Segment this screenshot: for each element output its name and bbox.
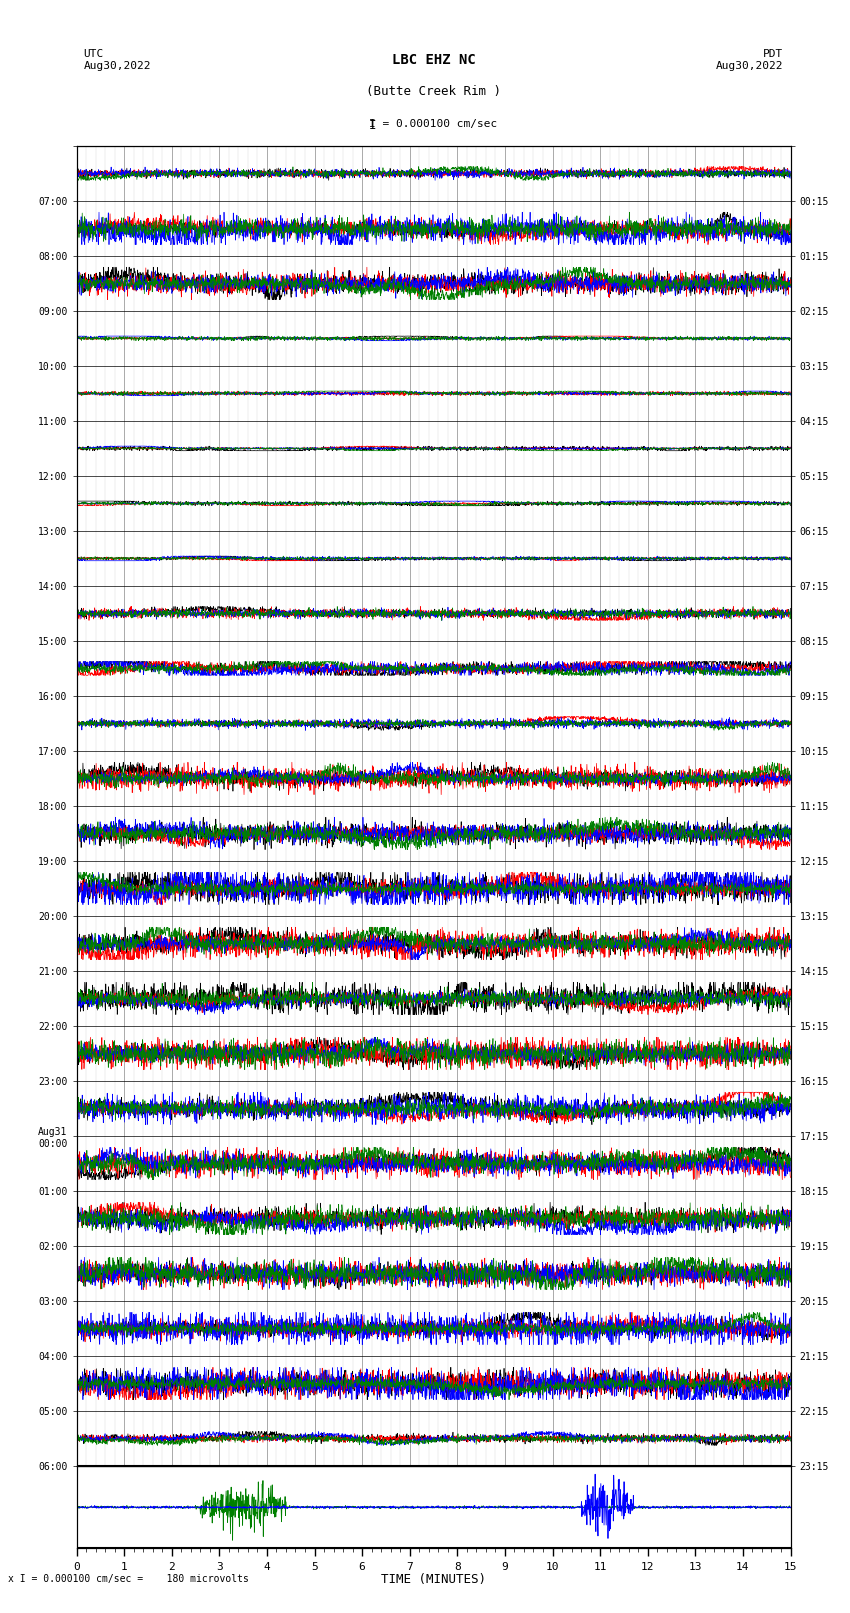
X-axis label: TIME (MINUTES): TIME (MINUTES) <box>381 1573 486 1586</box>
Text: I = 0.000100 cm/sec: I = 0.000100 cm/sec <box>370 119 497 129</box>
Text: LBC EHZ NC: LBC EHZ NC <box>392 53 475 68</box>
Text: UTC
Aug30,2022: UTC Aug30,2022 <box>83 50 151 71</box>
Text: x I = 0.000100 cm/sec =    180 microvolts: x I = 0.000100 cm/sec = 180 microvolts <box>8 1574 249 1584</box>
Text: PDT
Aug30,2022: PDT Aug30,2022 <box>716 50 784 71</box>
Text: I: I <box>369 119 377 132</box>
Text: (Butte Creek Rim ): (Butte Creek Rim ) <box>366 85 501 98</box>
